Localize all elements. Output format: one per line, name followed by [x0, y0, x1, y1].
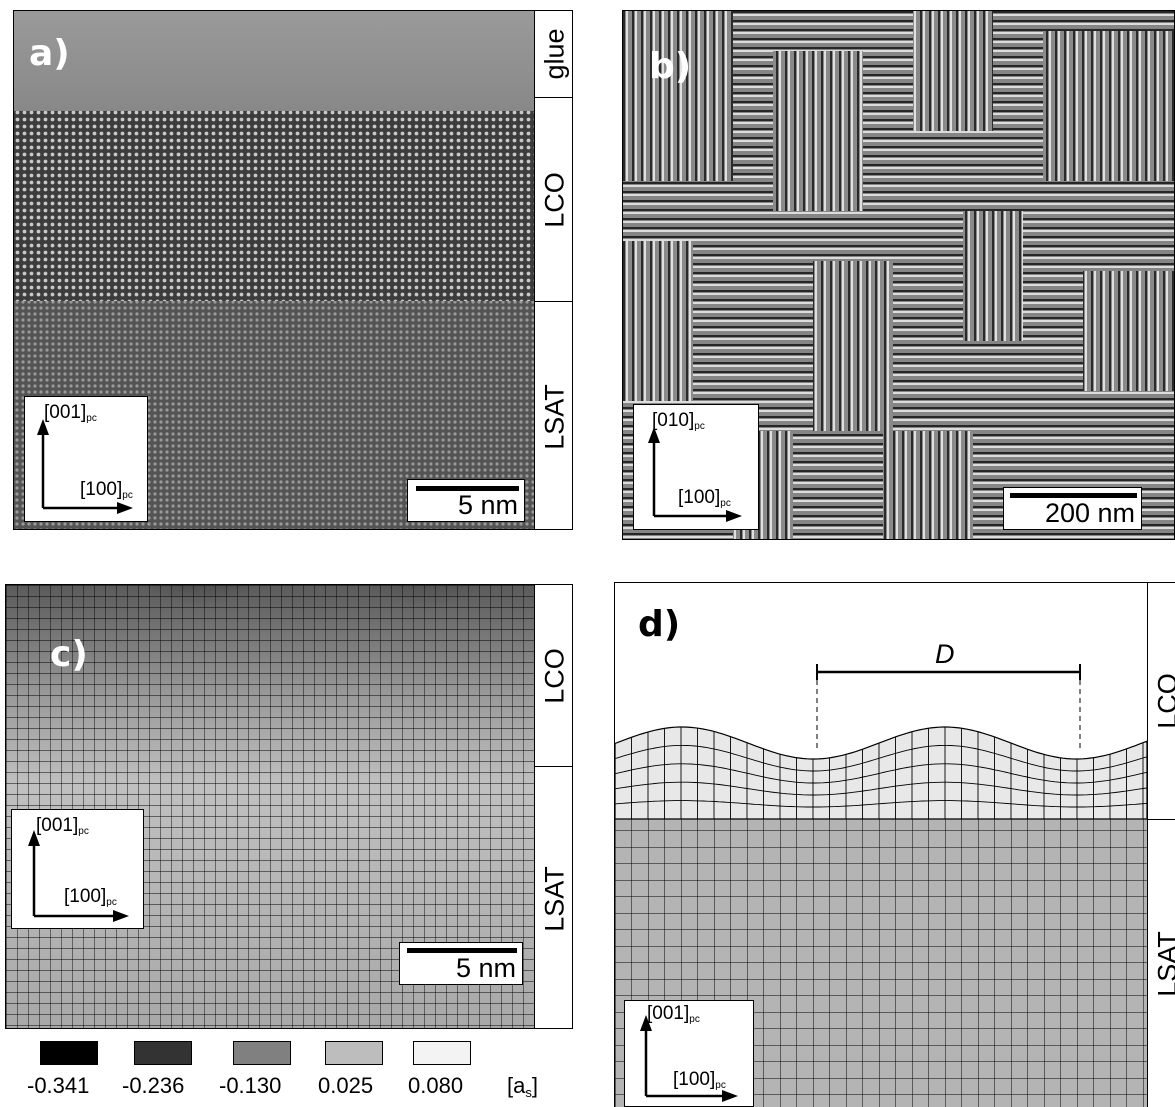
colorbar-value: -0.130: [219, 1073, 282, 1098]
layer-label-lco: LCO: [534, 585, 572, 766]
axes-arrows-icon: [28, 830, 129, 922]
panel-b: b) [010]pc [100]pc 200 nm: [622, 10, 1175, 540]
panel-d-label: d): [638, 604, 681, 645]
period-label: D: [935, 639, 955, 669]
colorbar-legend: -0.341 -0.236 -0.130 0.025 0.080 [as]: [0, 1036, 575, 1106]
crystal-axes-b: [010]pc [100]pc: [633, 404, 759, 530]
axes-arrows-icon: [648, 427, 742, 522]
panel-b-label: b): [649, 46, 692, 87]
panel-a: glue LCO LSAT a) [001]pc [100]pc 5 nm: [13, 10, 573, 530]
colorbar-swatch: [233, 1041, 291, 1065]
colorbar-value: 0.080: [408, 1073, 464, 1098]
scale-bar-label: 5 nm: [457, 490, 518, 521]
crystal-axes-d: [001]pc [100]pc: [624, 1000, 754, 1107]
scale-bar-a: 5 nm: [407, 479, 525, 522]
layer-label-lco: LCO: [534, 97, 572, 301]
scale-bar-c: 5 nm: [399, 942, 523, 985]
scale-bar-label: 5 nm: [455, 953, 516, 984]
colorbar-value: -0.341: [27, 1073, 90, 1098]
colorbar-swatch: [325, 1041, 383, 1065]
colorbar-swatch: [134, 1041, 192, 1065]
layer-label-glue: glue: [534, 11, 572, 97]
colorbar-swatch: [40, 1041, 98, 1065]
crystal-axes-a: [001]pc [100]pc: [24, 396, 148, 522]
layer-label-lsat: LSAT: [1147, 819, 1175, 1107]
scale-bar-label: 200 nm: [1044, 498, 1135, 529]
colorbar-value: 0.025: [318, 1073, 374, 1098]
crystal-axes-c: [001]pc [100]pc: [11, 809, 144, 929]
colorbar-swatch: [413, 1041, 471, 1065]
colorbar-unit: [as]: [507, 1073, 538, 1100]
layer-label-lsat: LSAT: [534, 301, 572, 529]
panel-c: LCO LSAT c) [001]pc [100]pc 5 nm: [5, 584, 573, 1029]
axes-arrows-icon: [640, 1015, 738, 1102]
panel-c-label: c): [50, 634, 88, 675]
axes-arrows-icon: [37, 419, 133, 514]
panel-a-label: a): [29, 33, 70, 74]
colorbar-value: -0.236: [122, 1073, 185, 1098]
scale-bar-b: 200 nm: [1003, 487, 1142, 530]
panel-d: d) D LCO LSAT [001]pc [100]pc: [614, 582, 1175, 1107]
layer-label-lsat: LSAT: [534, 766, 572, 1028]
layer-label-lco: LCO: [1147, 583, 1175, 819]
